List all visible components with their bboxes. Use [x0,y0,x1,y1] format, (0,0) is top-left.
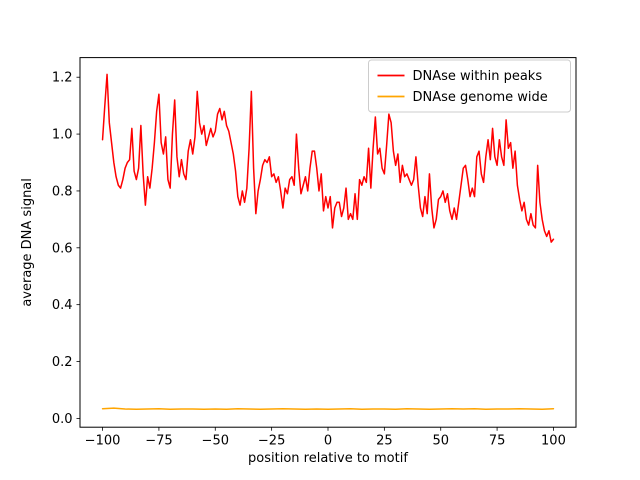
series-line-dnase-within-peaks [101,73,555,243]
legend-label: DNAse genome wide [413,90,548,105]
y-tick-label: 0.6 [52,241,73,256]
series-line-dnase-genome-wide [101,407,555,411]
x-tick-label: −100 [85,434,121,449]
legend: DNAse within peaks DNAse genome wide [368,59,571,113]
plot-border [79,57,577,428]
x-tick-label: −75 [145,434,172,449]
y-axis: 0.0 0.2 0.4 0.6 0.8 1.0 1.2 [52,71,80,427]
x-tick-label: 100 [541,434,566,449]
y-tick-label: 0.2 [52,355,73,370]
x-tick-label: −25 [258,434,285,449]
legend-box [368,59,571,113]
x-axis-label: position relative to motif [248,451,408,466]
x-tick-label: 50 [432,434,449,449]
x-tick-label: 0 [324,434,332,449]
y-tick-label: 1.2 [52,71,73,86]
y-tick-label: 0.4 [52,298,73,313]
y-axis-label: average DNA signal [20,178,35,307]
x-tick-label: 25 [376,434,393,449]
x-tick-label: 75 [489,434,506,449]
y-tick-label: 1.0 [52,128,73,143]
x-axis: −100 −75 −50 −25 0 25 50 75 100 [85,427,566,449]
legend-label: DNAse within peaks [413,69,543,84]
y-tick-label: 0.0 [52,412,73,427]
y-tick-label: 0.8 [52,184,73,199]
x-tick-label: −50 [202,434,229,449]
